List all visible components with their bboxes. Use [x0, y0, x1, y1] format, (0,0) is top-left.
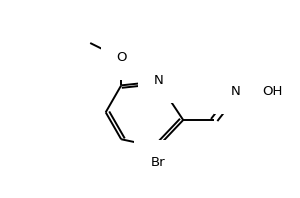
- Text: N: N: [154, 74, 164, 87]
- Text: O: O: [117, 51, 127, 64]
- Text: Br: Br: [150, 156, 165, 169]
- Text: OH: OH: [262, 85, 282, 98]
- Text: N: N: [230, 85, 240, 98]
